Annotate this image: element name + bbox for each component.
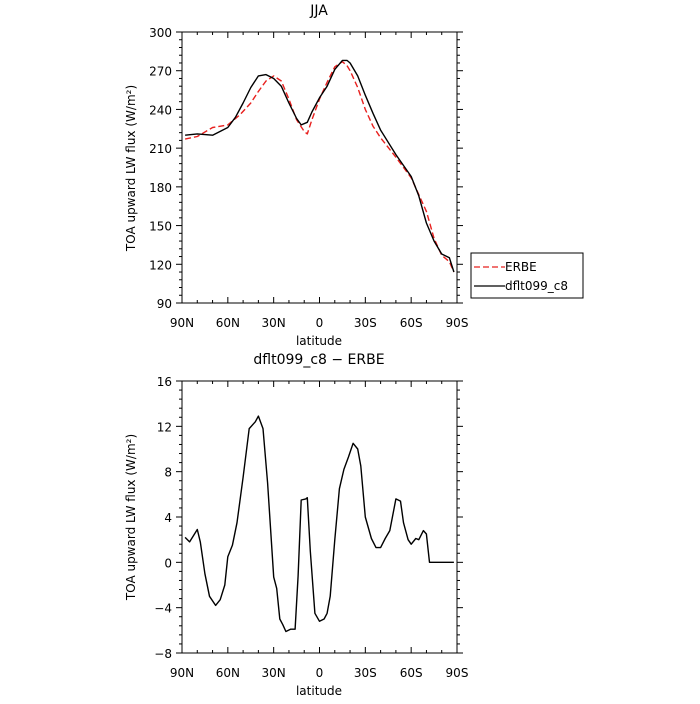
bottom-title: dflt099_c8 − ERBE [253, 352, 384, 368]
bottom-plot-frame [181, 380, 458, 654]
top-y-tick-label: 270 [149, 65, 172, 79]
top-tick-marks [176, 31, 463, 304]
bottom-x-tick-labels: 90N 60N 30N 0 30S 60S 90S [170, 666, 469, 680]
top-title: JJA [309, 3, 328, 19]
bottom-y-tick-label: 4 [164, 511, 172, 525]
bottom-y-tick-label: −8 [154, 647, 172, 661]
bottom-x-tick-label: 60N [216, 666, 240, 680]
legend-box [470, 252, 584, 299]
bottom-x-axis-label: latitude [296, 684, 342, 698]
top-y-tick-label: 90 [157, 297, 172, 311]
bottom-y-tick-label: 0 [164, 556, 172, 570]
top-x-tick-label: 60N [216, 316, 240, 330]
top-y-tick-label: 180 [149, 181, 172, 195]
top-panel: JJA 90N 60N 30N 0 30S 60S 90S 90 120 150 180 210 24… [124, 3, 584, 348]
bottom-series-lines [184, 415, 454, 633]
top-y-tick-label: 150 [149, 220, 172, 234]
bottom-x-tick-label: 30S [354, 666, 377, 680]
top-x-tick-label: 60S [400, 316, 423, 330]
bottom-y-axis-label: TOA upward LW flux (W/m²) [124, 434, 138, 601]
bottom-y-tick-label: 16 [157, 375, 172, 389]
top-y-tick-labels: 90 120 150 180 210 240 270 300 [149, 26, 172, 311]
bottom-y-tick-labels: −8 −4 0 4 8 12 16 [154, 375, 172, 661]
top-y-tick-label: 240 [149, 103, 172, 117]
bottom-x-tick-label: 90S [446, 666, 469, 680]
top-x-tick-label: 90S [446, 316, 469, 330]
bottom-x-tick-label: 90N [170, 666, 194, 680]
top-x-axis-label: latitude [296, 334, 342, 348]
top-series-line-erbe [184, 61, 455, 273]
legend: ERBE dflt099_c8 [470, 252, 584, 299]
top-y-axis-label: TOA upward LW flux (W/m²) [124, 85, 138, 252]
top-x-tick-label: 30N [262, 316, 286, 330]
top-series-lines [184, 59, 455, 273]
top-y-tick-label: 300 [149, 26, 172, 40]
top-plot-frame [181, 31, 458, 304]
top-x-tick-labels: 90N 60N 30N 0 30S 60S 90S [170, 316, 469, 330]
bottom-y-tick-label: 8 [164, 466, 172, 480]
bottom-x-tick-label: 0 [316, 666, 324, 680]
legend-label-erbe: ERBE [505, 260, 537, 274]
bottom-y-tick-label: 12 [157, 420, 172, 434]
bottom-x-tick-label: 30N [262, 666, 286, 680]
bottom-x-tick-label: 60S [400, 666, 423, 680]
top-x-tick-label: 30S [354, 316, 377, 330]
top-x-tick-label: 0 [316, 316, 324, 330]
legend-label-dflt099: dflt099_c8 [505, 279, 568, 293]
bottom-series-line-difference [184, 415, 454, 633]
top-x-tick-label: 90N [170, 316, 194, 330]
top-y-tick-label: 210 [149, 142, 172, 156]
bottom-y-tick-label: −4 [154, 602, 172, 616]
bottom-tick-marks [176, 380, 463, 654]
bottom-panel: dflt099_c8 − ERBE 90N 60N 30N 0 30S 60S 90S −8… [124, 352, 468, 698]
top-series-line-dflt099_c8 [185, 59, 455, 273]
top-y-tick-label: 120 [149, 258, 172, 272]
